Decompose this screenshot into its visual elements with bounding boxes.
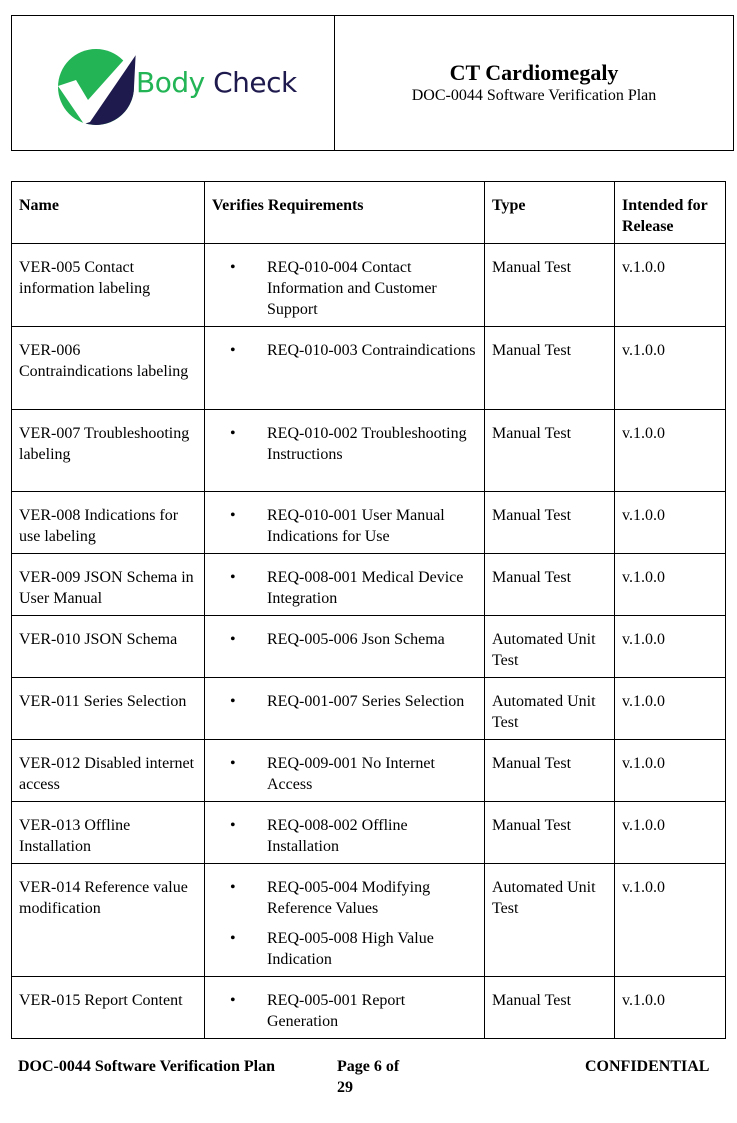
brand-part1: Body	[136, 66, 205, 99]
cell-type: Manual Test	[484, 409, 615, 492]
verification-table: Name Verifies Requirements Type Intended fo…	[11, 181, 726, 1039]
cell-requirements: REQ-010-003 Contraindications	[204, 326, 485, 410]
requirement-item: REQ-010-001 User Manual Indications for …	[230, 505, 477, 547]
cell-type: Automated Unit Test	[484, 615, 615, 678]
logo: Body Check	[12, 16, 335, 150]
requirement-item: REQ-005-006 Json Schema	[230, 629, 477, 650]
requirement-item: REQ-010-003 Contraindications	[230, 340, 477, 361]
cell-name: VER-009 JSON Schema in User Manual	[11, 553, 205, 616]
cell-name: VER-006 Contraindications labeling	[11, 326, 205, 410]
requirement-item: REQ-005-001 Report Generation	[230, 990, 477, 1032]
cell-release: v.1.0.0	[614, 409, 726, 492]
requirement-item: REQ-005-008 High Value Indication	[230, 928, 477, 970]
cell-type: Manual Test	[484, 801, 615, 864]
cell-requirements: REQ-005-004 Modifying Reference Values RE…	[204, 863, 485, 977]
column-header: Verifies Requirements	[204, 181, 485, 244]
table-row: VER-011 Series Selection REQ-001-007 Seri…	[11, 677, 726, 740]
table-row: VER-013 Offline Installation REQ-008-002 …	[11, 801, 726, 864]
requirement-item: REQ-005-004 Modifying Reference Values	[230, 877, 477, 919]
cell-requirements: REQ-010-004 Contact Information and Cust…	[204, 243, 485, 327]
cell-type: Manual Test	[484, 739, 615, 802]
cell-release: v.1.0.0	[614, 553, 726, 616]
cell-requirements: REQ-008-002 Offline Installation	[204, 801, 485, 864]
cell-release: v.1.0.0	[614, 801, 726, 864]
requirement-item: REQ-010-002 Troubleshooting Instructions	[230, 423, 477, 465]
cell-release: v.1.0.0	[614, 863, 726, 977]
requirement-item: REQ-010-004 Contact Information and Cust…	[230, 257, 477, 320]
column-header: Type	[484, 181, 615, 244]
cell-type: Manual Test	[484, 553, 615, 616]
cell-type: Manual Test	[484, 491, 615, 554]
footer-page: Page 6 of 29	[337, 1056, 417, 1098]
cell-type: Manual Test	[484, 976, 615, 1039]
cell-name: VER-011 Series Selection	[11, 677, 205, 740]
cell-requirements: REQ-010-002 Troubleshooting Instructions	[204, 409, 485, 492]
cell-release: v.1.0.0	[614, 491, 726, 554]
table-row: VER-010 JSON Schema REQ-005-006 Json Sche…	[11, 615, 726, 678]
cell-release: v.1.0.0	[614, 976, 726, 1039]
footer-confidential: CONFIDENTIAL	[585, 1058, 710, 1075]
cell-type: Manual Test	[484, 243, 615, 327]
cell-name: VER-010 JSON Schema	[11, 615, 205, 678]
cell-release: v.1.0.0	[614, 739, 726, 802]
table-row: VER-014 Reference value modificationREQ-…	[11, 863, 726, 977]
cell-release: v.1.0.0	[614, 326, 726, 410]
brand-name: Body Check	[136, 66, 297, 99]
cell-name: VER-005 Contact information labeling	[11, 243, 205, 327]
cell-type: Automated Unit Test	[484, 863, 615, 977]
table-row: VER-008 Indications for use labeling REQ-…	[11, 491, 726, 554]
cell-release: v.1.0.0	[614, 677, 726, 740]
cell-requirements: REQ-008-001 Medical Device Integration	[204, 553, 485, 616]
cell-release: v.1.0.0	[614, 615, 726, 678]
cell-requirements: REQ-005-001 Report Generation	[204, 976, 485, 1039]
table-row: VER-015 Report Content REQ-005-001 Report…	[11, 976, 726, 1039]
checkmark-circle-icon	[58, 44, 142, 125]
brand-part2: Check	[213, 66, 297, 99]
page-number: Page 6 of 29	[337, 1058, 400, 1096]
document-subtitle: DOC-0044 Software Verification Plan	[411, 87, 657, 104]
table-row: VER-012 Disabled internet access REQ-009-…	[11, 739, 726, 802]
requirement-item: REQ-001-007 Series Selection	[230, 691, 477, 712]
cell-type: Automated Unit Test	[484, 677, 615, 740]
document-header: Body Check CT Cardiomegaly DOC-0044 Soft…	[11, 15, 734, 151]
requirement-item: REQ-008-001 Medical Device Integration	[230, 567, 477, 609]
cell-name: VER-008 Indications for use labeling	[11, 491, 205, 554]
cell-requirements: REQ-005-006 Json Schema	[204, 615, 485, 678]
column-header: Name	[11, 181, 205, 244]
document-title: CT Cardiomegaly	[449, 60, 619, 85]
requirement-item: REQ-008-002 Offline Installation	[230, 815, 477, 857]
cell-type: Manual Test	[484, 326, 615, 410]
cell-name: VER-013 Offline Installation	[11, 801, 205, 864]
table-row: VER-006 Contraindications labeling REQ-01…	[11, 326, 726, 410]
table-row: VER-007 Troubleshooting labeling REQ-010-…	[11, 409, 726, 492]
cell-requirements: REQ-009-001 No Internet Access	[204, 739, 485, 802]
column-header: Intended for Release	[614, 181, 726, 244]
footer-doc: DOC-0044 Software Verification Plan	[18, 1058, 276, 1075]
requirement-item: REQ-009-001 No Internet Access	[230, 753, 477, 795]
cell-requirements: REQ-010-001 User Manual Indications for …	[204, 491, 485, 554]
cell-requirements: REQ-001-007 Series Selection	[204, 677, 485, 740]
cell-name: VER-007 Troubleshooting labeling	[11, 409, 205, 492]
cell-name: VER-014 Reference value modification	[11, 863, 205, 977]
table-row: VER-009 JSON Schema in User Manual REQ-00…	[11, 553, 726, 616]
cell-release: v.1.0.0	[614, 243, 726, 327]
cell-name: VER-012 Disabled internet access	[11, 739, 205, 802]
cell-name: VER-015 Report Content	[11, 976, 205, 1039]
table-row: VER-005 Contact information labeling REQ-…	[11, 243, 726, 327]
